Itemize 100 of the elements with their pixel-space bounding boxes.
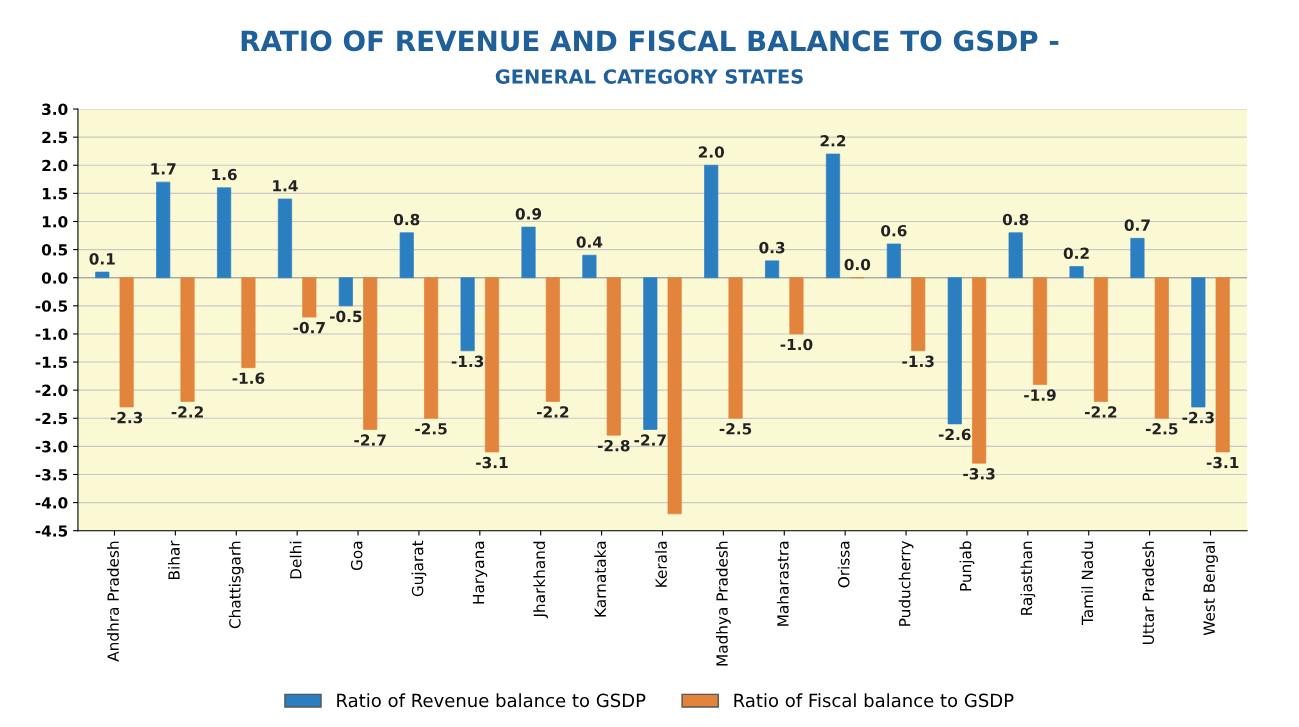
bar xyxy=(484,277,500,453)
data-label: 0.9 xyxy=(515,208,542,220)
data-label: -3.1 xyxy=(476,456,508,469)
y-tick-label: -0.5 xyxy=(35,300,68,312)
data-label: -2.7 xyxy=(354,434,386,446)
bar xyxy=(972,277,987,464)
data-label: -3.1 xyxy=(1206,456,1239,469)
legend-label: Ratio of Revenue balance to GSDP xyxy=(337,693,646,708)
x-tick-label: Uttar Pradesh xyxy=(1142,541,1155,645)
data-label: -0.5 xyxy=(329,310,362,323)
bar xyxy=(789,277,804,335)
data-label: 0.4 xyxy=(576,236,603,248)
bar xyxy=(667,277,682,515)
bar xyxy=(582,254,597,279)
bar xyxy=(95,271,110,279)
data-label: -2.5 xyxy=(1145,423,1178,435)
x-tick-label: Gujarat xyxy=(411,540,427,597)
x-tick-label: Goa xyxy=(350,541,363,571)
data-label: 0.3 xyxy=(759,241,785,254)
data-label: 0.8 xyxy=(1002,213,1029,226)
data-label: -2.5 xyxy=(719,423,752,435)
y-tick-label: 1.5 xyxy=(42,188,68,200)
data-label: -2.5 xyxy=(415,423,447,435)
bar xyxy=(460,277,475,352)
data-label: -3.3 xyxy=(963,468,995,480)
bar xyxy=(886,243,901,279)
data-label: 1.6 xyxy=(212,168,237,181)
data-label: 2.0 xyxy=(698,146,724,158)
x-tick-label: Madhya Pradesh xyxy=(715,541,731,666)
data-label: -2.3 xyxy=(1182,411,1214,424)
bar xyxy=(1130,238,1145,279)
y-tick-label: 0.5 xyxy=(41,244,68,256)
bar xyxy=(545,277,560,402)
bar xyxy=(1032,277,1048,385)
y-tick-label: -2.0 xyxy=(35,384,68,397)
y-tick-label: -1.5 xyxy=(35,356,68,369)
bar xyxy=(156,181,171,279)
y-tick-label: 2.5 xyxy=(42,131,68,144)
bar xyxy=(1191,277,1206,408)
x-tick-label: Bihar xyxy=(167,540,180,579)
data-label: 0.0 xyxy=(844,258,871,271)
y-tick-label: 2.0 xyxy=(42,159,68,172)
data-label: -2.2 xyxy=(1085,406,1117,418)
bar xyxy=(217,187,232,279)
x-tick-label: Punjab xyxy=(959,541,975,591)
bar xyxy=(825,153,841,279)
bar xyxy=(704,164,719,279)
bar xyxy=(1008,232,1023,279)
data-label: 0.8 xyxy=(393,213,420,226)
x-tick-label: Orissa xyxy=(837,541,850,588)
bar xyxy=(1093,277,1108,402)
bar xyxy=(424,277,439,419)
data-label: -1.0 xyxy=(780,338,813,351)
y-tick-label: -4.0 xyxy=(35,497,68,509)
bar xyxy=(643,277,658,430)
x-tick-label: Maharastra xyxy=(776,541,789,626)
data-label: -2.6 xyxy=(938,428,971,441)
bar xyxy=(606,277,621,436)
data-label: -2.2 xyxy=(537,406,569,418)
x-tick-label: Tamil Nadu xyxy=(1081,541,1094,626)
data-label: 0.6 xyxy=(881,224,907,237)
data-label: -2.2 xyxy=(171,406,203,418)
data-label: -0.7 xyxy=(293,321,325,334)
data-label: -1.3 xyxy=(451,355,484,368)
y-tick-label: 1.0 xyxy=(42,215,68,228)
bar xyxy=(1215,277,1230,453)
bar xyxy=(241,277,256,369)
y-tick-label: 0.0 xyxy=(41,272,68,284)
bar xyxy=(1069,266,1084,279)
bar xyxy=(728,277,743,419)
x-tick-label: Puducherry xyxy=(898,540,914,626)
data-label: 0.2 xyxy=(1063,247,1089,260)
bar xyxy=(1154,277,1169,419)
bar xyxy=(947,277,962,425)
x-tick-label: Karnataka xyxy=(594,541,607,617)
bar xyxy=(119,277,134,408)
bar xyxy=(399,232,414,279)
bar xyxy=(302,277,317,318)
chart-title: RATIO OF REVENUE AND FISCAL BALANCE TO GSDP - xyxy=(241,30,1059,52)
x-tick-label: West Bengal xyxy=(1203,541,1218,636)
data-label: -2.7 xyxy=(634,434,666,446)
x-tick-label: Jharkhand xyxy=(533,541,548,619)
y-tick-label: -3.0 xyxy=(35,440,68,453)
x-tick-label: Delhi xyxy=(289,541,302,579)
bar xyxy=(911,277,926,352)
y-tick-label: -4.5 xyxy=(35,525,68,537)
data-label: 0.1 xyxy=(89,253,115,265)
chart-subtitle: GENERAL CATEGORY STATES xyxy=(495,69,803,84)
data-label: -2.8 xyxy=(597,439,630,452)
y-tick-label: -2.5 xyxy=(35,412,68,425)
y-tick-label: 3.0 xyxy=(42,103,68,116)
x-tick-label: Haryana xyxy=(472,541,488,604)
legend-label: Ratio of Fiscal balance to GSDP xyxy=(734,693,1014,708)
data-label: -1.6 xyxy=(232,372,265,384)
y-tick-label: -3.5 xyxy=(35,468,68,481)
data-label: 1.4 xyxy=(273,180,298,192)
bar xyxy=(521,226,536,279)
bar xyxy=(765,260,780,279)
x-tick-label: Kerala xyxy=(655,541,667,587)
data-label: -1.9 xyxy=(1024,389,1056,401)
